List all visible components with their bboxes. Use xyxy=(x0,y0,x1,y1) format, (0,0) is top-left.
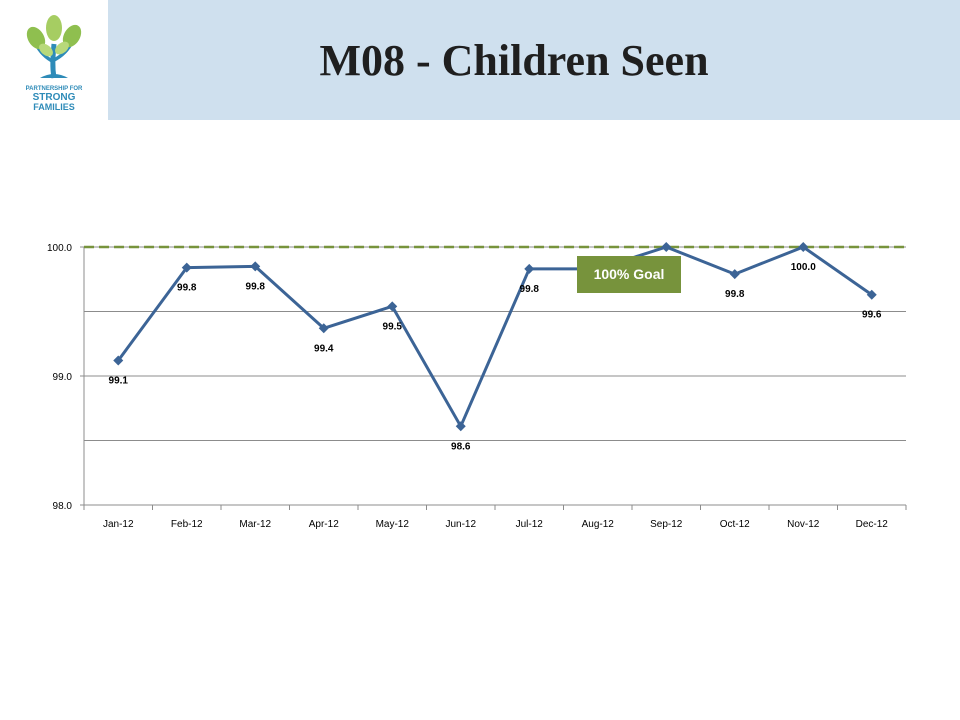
data-label: 99.5 xyxy=(383,321,403,332)
x-tick-label: Apr-12 xyxy=(309,519,339,530)
goal-box xyxy=(577,256,681,293)
x-tick-label: Oct-12 xyxy=(720,519,750,530)
tree-logo-icon: PARTNERSHIP FOR STRONG FAMILIES xyxy=(26,15,83,112)
series-line xyxy=(117,245,873,428)
data-label: 99.6 xyxy=(862,310,882,321)
data-point xyxy=(661,242,672,252)
goal-label: 100% Goal xyxy=(594,266,665,282)
data-label: 99.1 xyxy=(109,376,129,387)
data-point xyxy=(250,261,261,272)
data-point xyxy=(387,301,398,312)
data-point xyxy=(524,263,535,274)
data-point xyxy=(181,262,192,273)
data-label: 99.8 xyxy=(725,289,745,300)
data-point xyxy=(455,421,466,432)
data-label: 99.8 xyxy=(177,283,197,294)
logo: PARTNERSHIP FOR STRONG FAMILIES xyxy=(0,0,108,120)
data-label: 99.8 xyxy=(246,281,266,292)
x-tick-label: Jan-12 xyxy=(103,519,134,530)
x-tick-label: May-12 xyxy=(376,519,410,530)
page-title: M08 - Children Seen xyxy=(319,35,709,85)
y-tick-label: 100.0 xyxy=(47,243,72,254)
data-label: 100.0 xyxy=(791,262,816,273)
logo-line2: STRONG xyxy=(33,92,76,103)
y-tick-label: 98.0 xyxy=(53,501,73,512)
goal-callout: 100% Goal xyxy=(577,256,681,293)
data-point xyxy=(798,242,809,252)
x-tick-label: Dec-12 xyxy=(856,519,889,530)
y-tick-label: 99.0 xyxy=(53,372,73,383)
x-tick-label: Feb-12 xyxy=(171,519,203,530)
data-point xyxy=(866,289,877,300)
data-point xyxy=(729,269,740,280)
data-point xyxy=(318,323,329,334)
header-band: PARTNERSHIP FOR STRONG FAMILIES M08 - Ch… xyxy=(0,0,960,120)
logo-line3: FAMILIES xyxy=(33,102,75,112)
x-tick-label: Nov-12 xyxy=(787,519,820,530)
x-tick-label: Jul-12 xyxy=(516,519,544,530)
x-tick-label: Jun-12 xyxy=(445,519,476,530)
data-point xyxy=(113,355,124,366)
data-label: 99.8 xyxy=(520,284,540,295)
data-label: 99.4 xyxy=(314,343,334,354)
x-tick-label: Aug-12 xyxy=(582,519,615,530)
x-tick-label: Mar-12 xyxy=(239,519,271,530)
data-label: 98.6 xyxy=(451,441,471,452)
logo-line1: PARTNERSHIP FOR xyxy=(26,86,83,92)
x-tick-label: Sep-12 xyxy=(650,519,683,530)
